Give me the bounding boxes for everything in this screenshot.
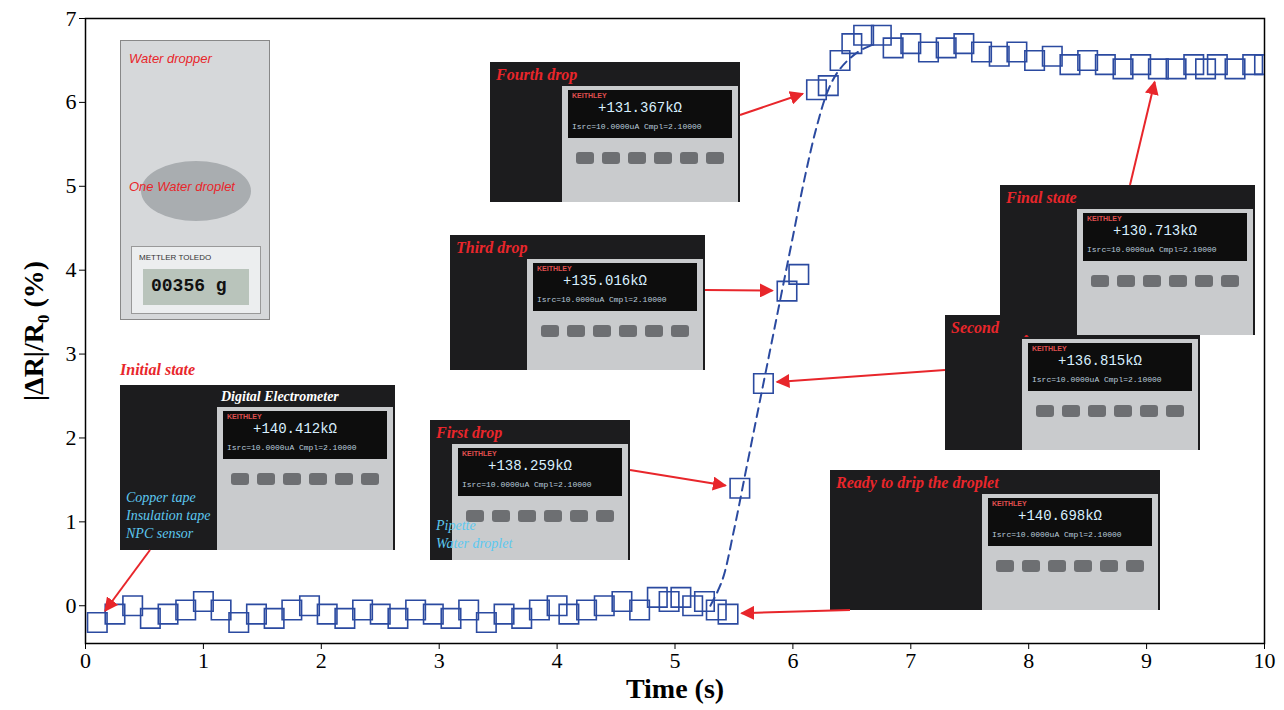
html-text:NPC sensor: NPC sensor (126, 526, 194, 541)
html-text:+140.412kΩ: +140.412kΩ (253, 421, 337, 437)
svg-text:2: 2 (316, 648, 327, 673)
html-text:KEITHLEY: KEITHLEY (1032, 345, 1067, 352)
html-text:Isrc=10.0000uA Cmpl=2.10000: Isrc=10.0000uA Cmpl=2.10000 (537, 295, 667, 304)
html-text:KEITHLEY: KEITHLEY (1087, 215, 1122, 222)
html-text:Fourth drop: Fourth drop (496, 66, 578, 83)
svg-text:2: 2 (66, 425, 77, 450)
html-text:Second drop: Second drop (951, 319, 1034, 336)
svg-text:6: 6 (787, 648, 798, 673)
html-text:+136.815kΩ: +136.815kΩ (1058, 353, 1142, 369)
svg-text:4: 4 (552, 648, 563, 673)
svg-text:3: 3 (434, 648, 445, 673)
html-text:One Water droplet: One Water droplet (129, 179, 235, 194)
svg-text:6: 6 (66, 89, 77, 114)
html-text:Isrc=10.0000uA Cmpl=2.10000: Isrc=10.0000uA Cmpl=2.10000 (227, 443, 357, 452)
svg-text:7: 7 (905, 648, 916, 673)
html-text:+140.698kΩ: +140.698kΩ (1018, 508, 1102, 524)
svg-text:9: 9 (1141, 648, 1152, 673)
html-text:Water droplet: Water droplet (436, 536, 513, 551)
html-text:Copper tape: Copper tape (126, 490, 196, 505)
html-text:Isrc=10.0000uA Cmpl=2.10000: Isrc=10.0000uA Cmpl=2.10000 (462, 480, 592, 489)
svg-text:5: 5 (66, 173, 77, 198)
svg-text:10: 10 (1254, 648, 1276, 673)
svg-text:1: 1 (198, 648, 209, 673)
html-text:KEITHLEY: KEITHLEY (462, 450, 497, 457)
html-text:First drop: First drop (436, 424, 503, 441)
html-text:KEITHLEY: KEITHLEY (537, 265, 572, 272)
html-text:Insulation tape: Insulation tape (126, 508, 211, 523)
svg-text:4: 4 (66, 257, 77, 282)
html-text:Isrc=10.0000uA Cmpl=2.10000: Isrc=10.0000uA Cmpl=2.10000 (572, 122, 702, 131)
html-text:Isrc=10.0000uA Cmpl=2.10000: Isrc=10.0000uA Cmpl=2.10000 (992, 530, 1122, 539)
svg-text:5: 5 (670, 648, 681, 673)
html-text:Isrc=10.0000uA Cmpl=2.10000: Isrc=10.0000uA Cmpl=2.10000 (1032, 375, 1162, 384)
html-text:Final state: Final state (1006, 189, 1077, 206)
svg-text:|ΔR|/R₀ (%): |ΔR|/R₀ (%) (18, 261, 49, 401)
html-text:KEITHLEY: KEITHLEY (227, 413, 262, 420)
svg-text:1: 1 (66, 509, 77, 534)
html-text:Isrc=10.0000uA Cmpl=2.10000: Isrc=10.0000uA Cmpl=2.10000 (1087, 245, 1217, 254)
html-text:KEITHLEY: KEITHLEY (992, 500, 1027, 507)
html-text:+131.367kΩ: +131.367kΩ (598, 100, 682, 116)
html-text:+130.713kΩ: +130.713kΩ (1113, 223, 1197, 239)
html-text:Pipette: Pipette (436, 518, 476, 533)
svg-text:0: 0 (80, 648, 91, 673)
svg-text:7: 7 (66, 6, 77, 31)
html-text:Ready to drip the droplet: Ready to drip the droplet (836, 474, 999, 491)
html-text:METTLER TOLEDO: METTLER TOLEDO (139, 253, 212, 262)
svg-text:0: 0 (66, 593, 77, 618)
html-text:Water dropper: Water dropper (129, 51, 212, 66)
html-text:00356 g: 00356 g (151, 276, 227, 296)
html-text:+138.259kΩ: +138.259kΩ (488, 458, 572, 474)
html-text:Digital Electrometer: Digital Electrometer (221, 389, 339, 404)
svg-text:8: 8 (1023, 648, 1034, 673)
html-text:KEITHLEY: KEITHLEY (572, 92, 607, 99)
html-text:+135.016kΩ: +135.016kΩ (563, 273, 647, 289)
html-text:Third drop: Third drop (456, 239, 528, 256)
svg-text:Time (s): Time (s) (626, 673, 724, 704)
html-text:Initial state: Initial state (120, 361, 196, 378)
svg-text:3: 3 (66, 341, 77, 366)
